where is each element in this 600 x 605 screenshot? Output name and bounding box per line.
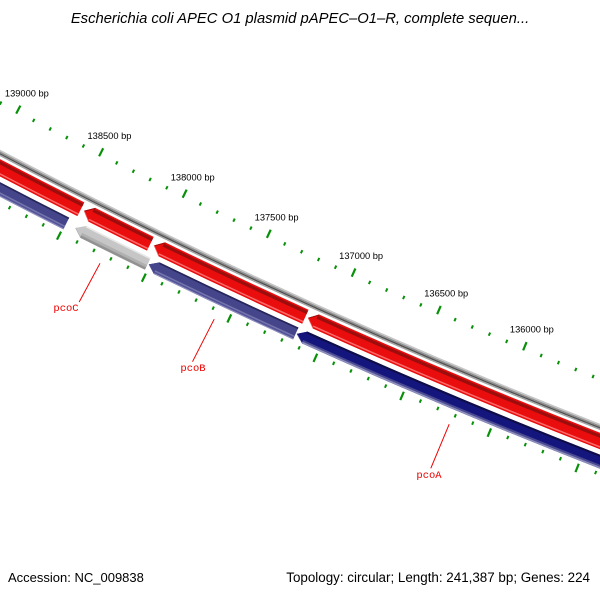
svg-text:137500 bp: 137500 bp [255,212,299,222]
svg-text:137000 bp: 137000 bp [339,251,383,261]
svg-text:138000 bp: 138000 bp [171,172,215,182]
svg-text:Topology: circular; Length: 24: Topology: circular; Length: 241,387 bp; … [286,570,590,585]
svg-text:Escherichia coli APEC O1 plasm: Escherichia coli APEC O1 plasmid pAPEC–O… [71,11,529,27]
svg-text:136500 bp: 136500 bp [424,288,468,298]
svg-text:pcoA: pcoA [416,470,442,482]
svg-text:136000 bp: 136000 bp [510,324,554,334]
svg-text:pcoB: pcoB [180,363,205,375]
svg-text:pcoC: pcoC [53,303,78,315]
svg-text:139000 bp: 139000 bp [5,89,49,99]
svg-text:138500 bp: 138500 bp [88,131,132,141]
svg-text:Accession: NC_009838: Accession: NC_009838 [8,570,144,585]
